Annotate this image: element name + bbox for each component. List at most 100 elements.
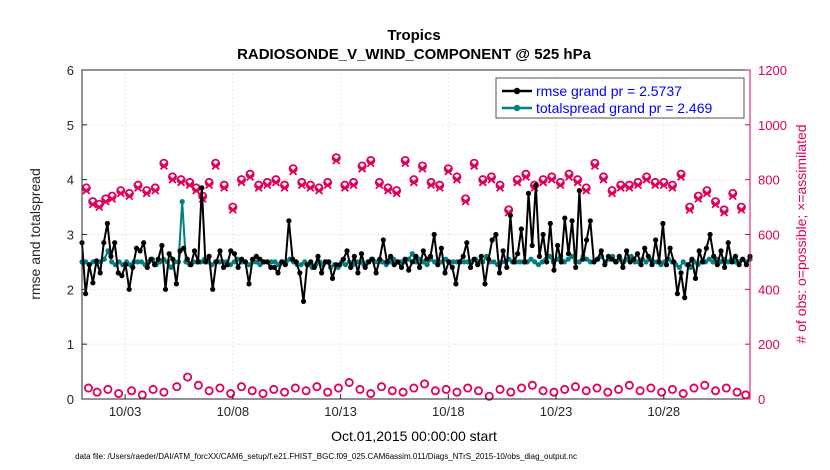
rmse-point bbox=[624, 248, 630, 254]
rmse-point bbox=[722, 264, 728, 270]
obs-assimilated-point bbox=[651, 181, 660, 190]
obs-possible-point bbox=[538, 386, 548, 396]
rmse-point bbox=[547, 220, 553, 227]
rmse-point bbox=[210, 286, 216, 292]
rmse-point bbox=[420, 248, 426, 254]
x-tick-label: 10/03 bbox=[109, 404, 142, 419]
rmse-point bbox=[620, 264, 626, 270]
rmse-point bbox=[609, 256, 615, 262]
obs-assimilated-point bbox=[185, 181, 194, 190]
rmse-point bbox=[184, 256, 190, 262]
obs-assimilated-point bbox=[159, 161, 168, 170]
obs-possible-point bbox=[689, 383, 699, 393]
rmse-point bbox=[478, 253, 484, 259]
rmse-point bbox=[529, 242, 535, 249]
rmse-point bbox=[369, 256, 375, 262]
rmse-point bbox=[671, 259, 677, 265]
obs-possible-point bbox=[430, 386, 440, 396]
rmse-point bbox=[348, 264, 354, 270]
y-tick-label: 4 bbox=[67, 173, 74, 188]
obs-possible-point bbox=[226, 389, 236, 399]
obs-possible-point bbox=[269, 384, 279, 394]
y-tick-label: 5 bbox=[67, 118, 74, 133]
rmse-point bbox=[112, 240, 118, 246]
obs-assimilated-point bbox=[133, 183, 143, 192]
rmse-point bbox=[246, 281, 252, 287]
rmse-point bbox=[398, 264, 405, 270]
rmse-point bbox=[489, 237, 495, 243]
obs-possible-point bbox=[193, 380, 203, 390]
obs-assimilated-point bbox=[521, 172, 530, 181]
obs-possible-point bbox=[678, 389, 688, 399]
rmse-point bbox=[108, 253, 114, 259]
rmse-point bbox=[442, 270, 448, 276]
obs-assimilated-point bbox=[737, 205, 746, 214]
rmse-point bbox=[141, 240, 147, 246]
totalspread-point bbox=[535, 262, 542, 268]
rmse-point bbox=[653, 237, 659, 243]
y-right-tick-label: 0 bbox=[758, 392, 765, 407]
obs-assimilated-point bbox=[332, 156, 341, 165]
rmse-point bbox=[431, 231, 437, 238]
rmse-point bbox=[525, 190, 532, 196]
totalspread-point bbox=[565, 256, 571, 262]
obs-assimilated-point bbox=[306, 183, 315, 192]
rmse-point bbox=[260, 259, 267, 265]
rmse-point bbox=[598, 248, 604, 254]
obs-possible-point bbox=[667, 384, 677, 394]
rmse-point bbox=[645, 253, 651, 259]
rmse-point bbox=[170, 256, 176, 262]
obs-assimilated-point bbox=[101, 197, 110, 206]
rmse-point bbox=[569, 218, 575, 224]
rmse-point bbox=[663, 262, 670, 268]
rmse-point bbox=[703, 245, 710, 251]
rmse-point bbox=[126, 286, 132, 292]
rmse-point bbox=[682, 295, 688, 301]
totalspread-point bbox=[643, 259, 649, 265]
rmse-point bbox=[729, 259, 735, 265]
obs-possible-point bbox=[148, 384, 158, 394]
rmse-point bbox=[573, 264, 579, 270]
rmse-point bbox=[101, 240, 107, 246]
obs-possible-point bbox=[333, 383, 343, 393]
obs-possible-point bbox=[377, 382, 387, 392]
rmse-point bbox=[678, 270, 684, 276]
obs-assimilated-point bbox=[427, 181, 436, 190]
obs-possible-point bbox=[172, 382, 182, 392]
obs-possible-point bbox=[560, 384, 570, 394]
x-tick-label: 10/23 bbox=[540, 404, 573, 419]
rmse-point bbox=[86, 262, 92, 268]
obs-possible-point bbox=[398, 387, 408, 397]
y-right-tick-label: 1200 bbox=[758, 63, 787, 78]
rmse-point bbox=[144, 264, 150, 270]
obs-assimilated-point bbox=[375, 181, 384, 190]
totalspread-point bbox=[576, 259, 582, 265]
rmse-point bbox=[384, 259, 390, 265]
rmse-point bbox=[286, 218, 292, 224]
rmse-point bbox=[518, 226, 524, 232]
obs-assimilated-point bbox=[685, 205, 694, 214]
rmse-point bbox=[195, 259, 201, 265]
y-right-tick-label: 600 bbox=[758, 228, 780, 243]
obs-assimilated-point bbox=[366, 159, 375, 168]
rmse-point bbox=[377, 256, 383, 262]
obs-assimilated-point bbox=[383, 186, 393, 195]
rmse-point bbox=[718, 248, 724, 254]
totalspread-point bbox=[101, 256, 107, 262]
obs-assimilated-point bbox=[168, 175, 177, 184]
rmse-point bbox=[115, 270, 121, 276]
rmse-point bbox=[191, 248, 198, 254]
rmse-point bbox=[417, 264, 423, 270]
obs-assimilated-point bbox=[728, 192, 737, 201]
rmse-point bbox=[279, 259, 285, 265]
obs-possible-point bbox=[204, 386, 214, 396]
rmse-point bbox=[438, 245, 444, 251]
obs-assimilated-point bbox=[418, 164, 427, 173]
rmse-point bbox=[271, 264, 277, 270]
rmse-point bbox=[515, 251, 521, 257]
obs-assimilated-point bbox=[254, 183, 263, 192]
totalspread-point bbox=[298, 262, 304, 268]
rmse-point bbox=[93, 258, 100, 264]
rmse-point bbox=[471, 256, 477, 262]
obs-possible-point bbox=[624, 380, 634, 390]
